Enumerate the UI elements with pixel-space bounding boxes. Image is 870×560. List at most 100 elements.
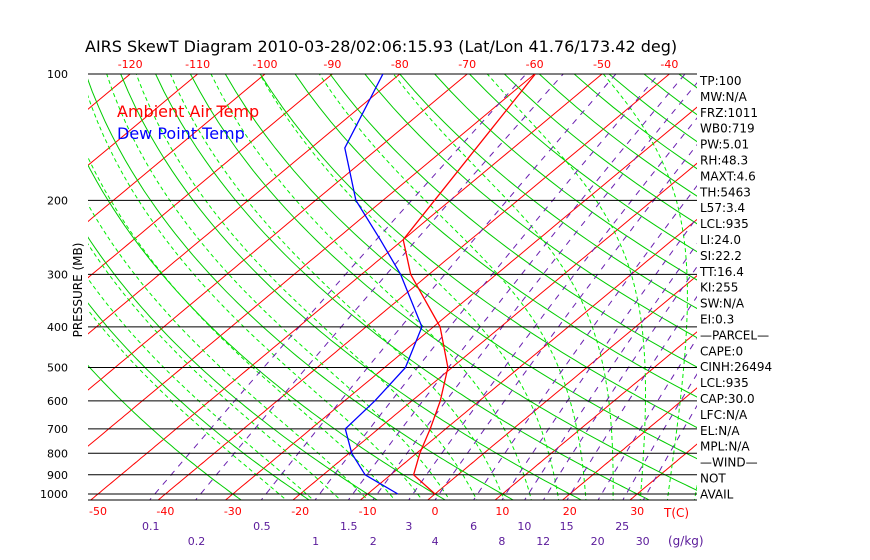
- mixing-ratio-line: [149, 74, 527, 500]
- index-label: LFC:N/A: [700, 408, 748, 422]
- mixing-ratio-tick-label: 8: [498, 535, 505, 548]
- mixing-ratio-line: [314, 74, 660, 500]
- dry-adiabat-line: [784, 74, 870, 503]
- isotherm-line: [88, 74, 401, 335]
- moist-adiabat-line: [106, 74, 451, 500]
- top-temp-tick-label: -50: [593, 58, 611, 71]
- pressure-tick-label: 700: [47, 423, 68, 436]
- top-temp-tick-label: -40: [660, 58, 678, 71]
- dry-adiabat-line: [364, 74, 697, 339]
- index-label: PW:5.01: [700, 138, 749, 152]
- index-label: TP:100: [699, 74, 742, 88]
- mixing-ratio-tick-label: 10: [517, 520, 531, 533]
- index-label: MAXT:4.6: [700, 169, 756, 183]
- y-axis-label: PRESSURE (MB): [71, 243, 85, 338]
- pressure-tick-label: 900: [47, 469, 68, 482]
- moist-adiabat-line: [169, 74, 505, 500]
- moist-adiabat-line: [603, 74, 688, 500]
- dry-adiabat-line: [434, 74, 697, 281]
- bottom-temp-tick-label: -10: [359, 505, 377, 518]
- pressure-tick-label: 500: [47, 362, 68, 375]
- dry-adiabat-line: [469, 74, 697, 253]
- dry-adiabat-line: [329, 74, 697, 368]
- isotherm-line: [224, 106, 697, 500]
- moist-adiabat-line: [486, 74, 646, 500]
- index-label: CAP:30.0: [700, 392, 755, 406]
- dry-adiabat-line: [853, 74, 870, 503]
- index-label: RH:48.3: [700, 154, 748, 168]
- moist-adiabat-line: [259, 74, 560, 500]
- pressure-lines: [88, 73, 697, 501]
- top-temp-tick-label: -90: [323, 58, 341, 71]
- dry-adiabat-line: [189, 74, 697, 491]
- dry-adiabat-line: [120, 74, 583, 500]
- bottom-temp-tick-label: 0: [432, 505, 439, 518]
- isotherm-line: [292, 162, 697, 500]
- background-lines: [88, 74, 870, 503]
- index-label: TT:16.4: [699, 265, 744, 279]
- bottom-temp-tick-label: 10: [495, 505, 509, 518]
- mixing-ratio-tick-label: 0.2: [188, 535, 206, 548]
- mixing-ratio-tick-label: 15: [560, 520, 574, 533]
- isotherm-line: [88, 74, 333, 279]
- mixing-ratio-line: [408, 117, 697, 500]
- top-temp-tick-label: -80: [391, 58, 409, 71]
- index-label: —PARCEL—: [700, 328, 769, 342]
- mixing-ratio-tick-label: 12: [536, 535, 550, 548]
- moist-adiabat-line: [318, 74, 587, 500]
- dry-adiabat-line: [155, 74, 651, 500]
- dry-adiabat-line: [88, 364, 243, 500]
- index-label: LCL:935: [700, 376, 749, 390]
- index-label: CAPE:0: [700, 344, 743, 358]
- index-label: SI:22.2: [700, 249, 742, 263]
- bottom-temp-tick-label: -30: [224, 505, 242, 518]
- mixing-ratio-tick-label: 0.5: [253, 520, 271, 533]
- index-label: AVAIL: [700, 487, 734, 501]
- mixing-ratio-line: [347, 74, 686, 500]
- mixing-ratio-tick-label: 4: [432, 535, 439, 548]
- mixing-ratio-tick-label: 3: [405, 520, 412, 533]
- bottom-temp-tick-label: 20: [563, 505, 577, 518]
- index-label: WB0:719: [700, 122, 755, 136]
- temperature-profile-line: [402, 74, 536, 495]
- legend-ambient-air-temp: Ambient Air Temp: [117, 102, 259, 121]
- mixing-ratio-line: [434, 144, 697, 500]
- isotherm-line: [561, 387, 697, 500]
- mixing-ratio-tick-label: 20: [591, 535, 605, 548]
- dry-adiabat-line: [749, 74, 870, 503]
- index-label: —WIND—: [700, 456, 758, 470]
- dry-adiabat-line: [259, 74, 697, 429]
- moist-adiabat-line: [393, 74, 614, 500]
- top-temp-tick-label: -120: [118, 58, 143, 71]
- index-label: MPL:N/A: [700, 440, 750, 454]
- legend-dew-point-temp: Dew Point Temp: [117, 124, 245, 143]
- stability-indices: TP:100 MW:N/A FRZ:1011 WB0:719 PW:5.01 RH:48.…: [699, 74, 772, 501]
- top-temp-tick-label: -70: [458, 58, 476, 71]
- mixing-ratio-line: [194, 74, 564, 500]
- isotherm-line: [88, 74, 535, 447]
- isotherm-line: [761, 74, 870, 503]
- mixing-ratio-line: [542, 265, 697, 500]
- isotherm-line: [89, 74, 603, 500]
- mixing-ratio-tick-label: 30: [636, 535, 650, 548]
- dry-adiabat-line: [88, 78, 515, 500]
- mixing-ratio-unit-label: (g/kg): [668, 534, 704, 548]
- index-label: KI:255: [700, 281, 738, 295]
- index-label: TH:5463: [699, 185, 751, 199]
- profiles: [344, 74, 536, 495]
- mixing-ratio-tick-label: 25: [615, 520, 629, 533]
- mixing-ratio-tick-label: 6: [470, 520, 477, 533]
- moist-adiabat-line: [88, 94, 423, 500]
- dry-adiabat-line: [88, 302, 311, 500]
- index-label: MW:N/A: [700, 90, 748, 104]
- bottom-temp-tick-label: -20: [291, 505, 309, 518]
- index-label: FRZ:1011: [700, 106, 758, 120]
- dewpoint-profile-line: [344, 74, 423, 495]
- index-label: EL:N/A: [700, 424, 740, 438]
- pressure-tick-label: 800: [47, 447, 68, 460]
- index-label: NOT: [700, 472, 726, 486]
- index-label: CINH:26494: [700, 360, 772, 374]
- dry-adiabat-line: [818, 74, 870, 503]
- bottom-temp-tick-label: -50: [89, 505, 107, 518]
